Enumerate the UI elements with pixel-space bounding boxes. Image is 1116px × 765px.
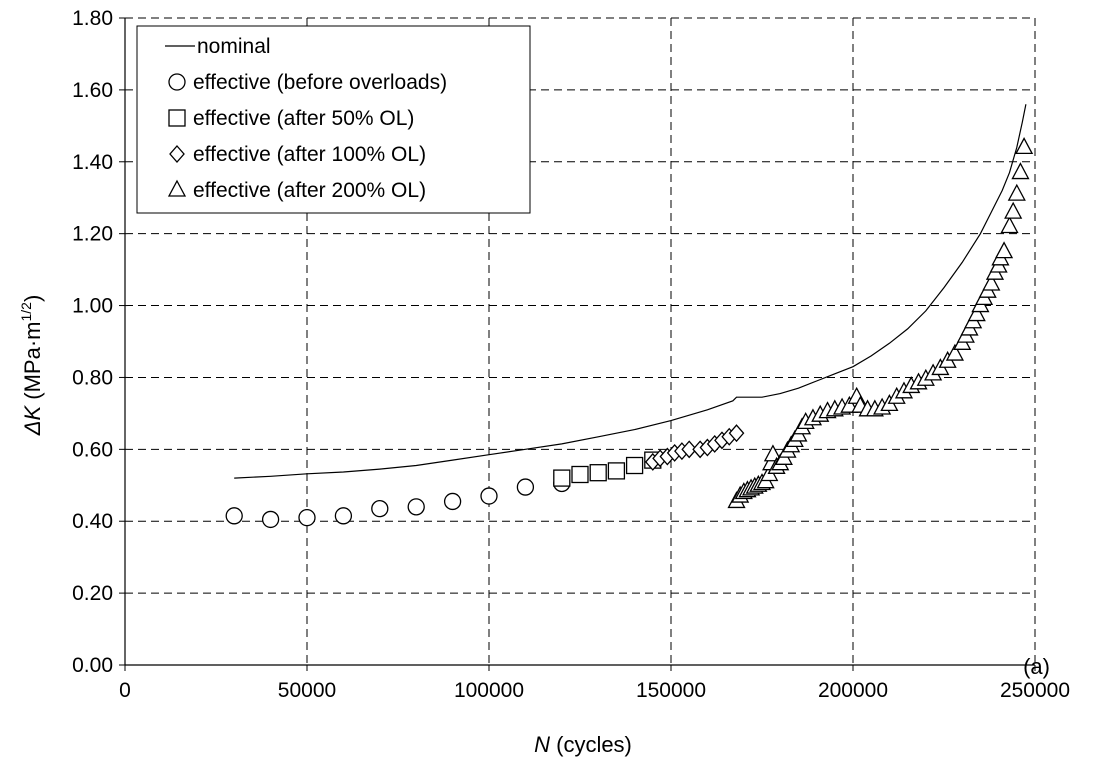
y-axis-unit: (MPa·m [20, 322, 45, 406]
y-tick-label: 1.20 [72, 223, 113, 246]
x-tick-label: 0 [119, 679, 131, 702]
data-point-circle [480, 487, 498, 505]
panel-annotation: (a) [1023, 654, 1050, 679]
x-tick-label: 100000 [454, 679, 524, 702]
data-point-diamond [681, 440, 698, 459]
data-point-triangle [982, 273, 1001, 291]
legend-key-diamond [169, 145, 185, 163]
data-point-circle [225, 507, 243, 525]
series-diamond [644, 424, 745, 471]
data-point-circle [298, 508, 316, 527]
x-axis-symbol: N [534, 732, 550, 757]
y-axis-title: ΔK (MPa·m1/2) [18, 295, 45, 437]
legend-label: effective (after 50% OL) [193, 107, 414, 130]
legend-key-triangle [167, 179, 187, 197]
x-tick-label: 250000 [1000, 679, 1070, 702]
data-point-triangle [1011, 162, 1030, 180]
series-circle [225, 474, 571, 529]
y-axis-exponent: 1/2 [18, 302, 34, 322]
data-point-circle [443, 492, 462, 511]
data-point-triangle [1014, 137, 1034, 155]
y-axis-unit-close: ) [20, 295, 45, 302]
x-axis-title: N (cycles) [534, 732, 632, 757]
x-tick-label: 150000 [636, 679, 706, 702]
data-point-square [607, 462, 626, 480]
legend-label: effective (before overloads) [193, 71, 447, 94]
series-square [553, 451, 662, 487]
data-series [225, 104, 1034, 529]
y-tick-label: 1.80 [72, 7, 113, 30]
data-point-triangle [945, 343, 965, 361]
axes [119, 17, 1036, 671]
legend-label: nominal [197, 35, 271, 58]
x-tick-label: 200000 [818, 679, 888, 702]
data-point-triangle [1004, 201, 1023, 219]
data-point-triangle [1007, 183, 1026, 201]
y-tick-label: 1.60 [72, 79, 113, 102]
data-point-circle [407, 498, 425, 516]
grid [125, 17, 1036, 665]
series-line [234, 104, 1027, 479]
data-point-square [571, 465, 589, 484]
y-axis-symbol: ΔK [20, 405, 45, 437]
data-point-square [625, 456, 644, 475]
x-tick-label: 50000 [278, 679, 336, 702]
y-tick-label: 0.40 [72, 510, 113, 533]
data-point-triangle [967, 304, 986, 322]
y-tick-label: 1.00 [72, 295, 113, 318]
legend-key-square [168, 109, 186, 127]
y-tick-label: 0.20 [72, 582, 113, 605]
data-point-triangle [1000, 216, 1019, 234]
data-point-circle [261, 510, 280, 529]
data-point-square [553, 469, 571, 487]
y-tick-label: 1.40 [72, 151, 113, 174]
tick-labels: 0 50000 100000 150000 200000 250000 0.00 0.20 0.… [72, 7, 1070, 702]
series-line [234, 104, 1027, 479]
data-point-diamond [728, 424, 745, 443]
y-tick-label: 0.80 [72, 366, 113, 389]
data-point-circle [334, 507, 353, 525]
data-point-circle [516, 478, 535, 496]
data-point-circle [371, 499, 389, 518]
data-point-square [589, 464, 607, 482]
legend-label: effective (after 200% OL) [193, 179, 426, 202]
y-tick-label: 0.00 [72, 654, 113, 677]
series-triangle [727, 137, 1034, 509]
legend-box [136, 25, 531, 214]
x-axis-unit: (cycles) [550, 732, 632, 757]
data-point-triangle [763, 444, 783, 462]
y-tick-label: 0.60 [72, 438, 113, 461]
data-point-triangle [994, 241, 1014, 259]
data-point-triangle [840, 395, 859, 413]
legend-label: effective (after 100% OL) [193, 143, 426, 166]
legend-key-circle [168, 73, 186, 91]
legend: nominal effective (before overloads) effec… [136, 25, 531, 214]
